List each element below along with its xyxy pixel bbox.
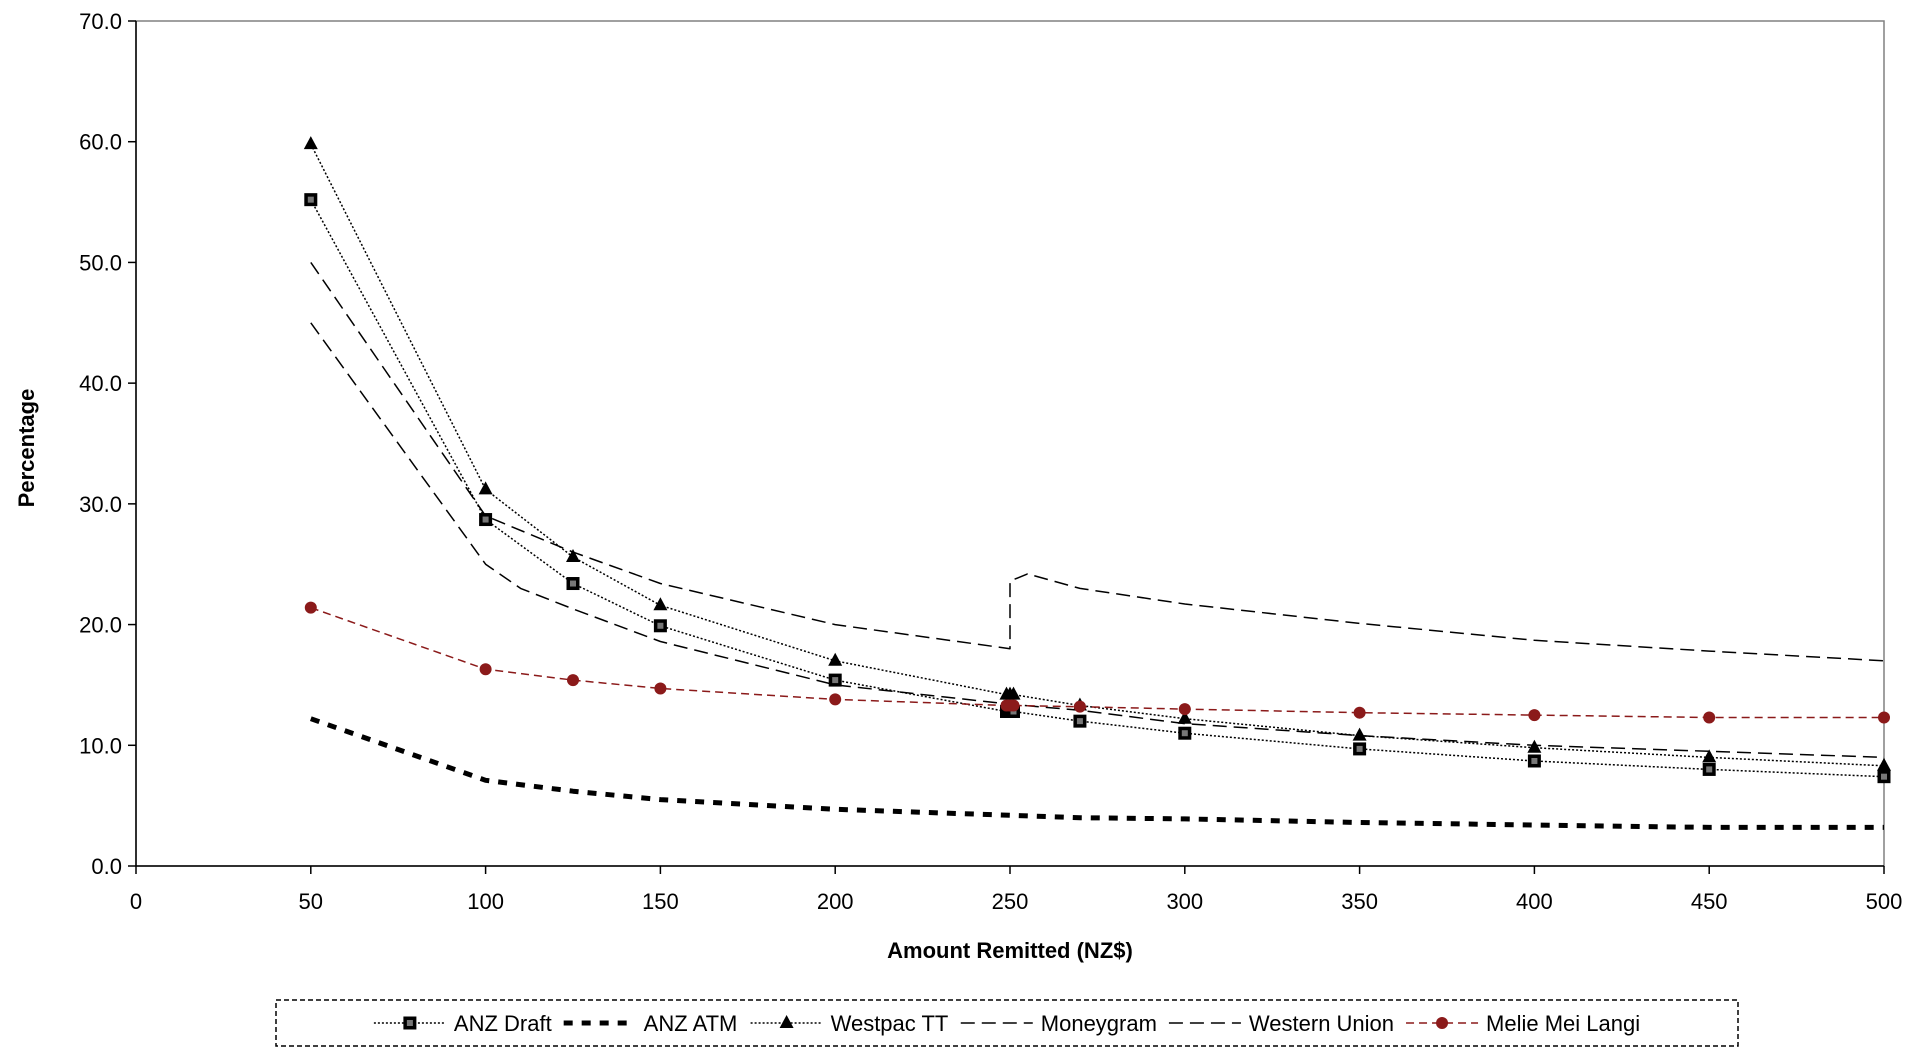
- y-tick-label: 20.0: [79, 613, 122, 638]
- x-axis-title: Amount Remitted (NZ$): [887, 938, 1133, 963]
- legend-item-western-union: Western Union: [1168, 1011, 1394, 1036]
- data-point-anz-draft: [566, 577, 580, 591]
- data-point-anz-draft: [1877, 770, 1891, 784]
- series-line-anz-draft: [310, 199, 1885, 778]
- data-point-melie-mei-langi: [1353, 706, 1366, 719]
- x-axis-ticks: 0 50 100 150 200 250 300 350 400 450 500: [130, 866, 1902, 914]
- y-tick-label: 70.0: [79, 9, 122, 34]
- legend-label-melie-mei-langi: Melie Mei Langi: [1486, 1011, 1640, 1036]
- y-tick-label: 10.0: [79, 733, 122, 758]
- data-point-melie-mei-langi: [1007, 699, 1020, 712]
- x-tick-label: 50: [299, 889, 323, 914]
- data-point-melie-mei-langi: [1528, 709, 1541, 722]
- series-melie-mei-langi: [304, 601, 1890, 724]
- series-anz-atm: [309, 716, 1884, 830]
- legend-marker-anz-draft: [403, 1016, 417, 1030]
- data-point-westpac-tt: [1702, 749, 1717, 763]
- x-tick-label: 500: [1866, 889, 1903, 914]
- legend: ANZ Draft ANZ ATM Westpac TT Moneygram Weste…: [275, 999, 1739, 1047]
- data-point-melie-mei-langi: [567, 674, 579, 687]
- data-point-anz-draft: [304, 193, 318, 207]
- y-tick-label: 50.0: [79, 250, 122, 275]
- legend-item-anz-atm: ANZ ATM: [563, 1011, 738, 1036]
- data-point-melie-mei-langi: [1178, 703, 1191, 716]
- series-line-western-union: [310, 261, 1885, 662]
- x-tick-label: 100: [467, 889, 504, 914]
- series-line-anz-atm: [309, 716, 1884, 830]
- series-group: [303, 136, 1891, 830]
- data-point-westpac-tt: [1877, 757, 1891, 771]
- data-point-melie-mei-langi: [1073, 700, 1086, 713]
- y-axis-ticks: 0.0 10.0 20.0 30.0 40.0 50.0 60.0 70.0: [79, 9, 136, 879]
- y-tick-label: 40.0: [79, 371, 122, 396]
- data-point-melie-mei-langi: [1878, 711, 1890, 724]
- x-tick-label: 300: [1166, 889, 1203, 914]
- y-tick-label: 0.0: [91, 854, 122, 879]
- data-point-westpac-tt: [303, 136, 318, 150]
- legend-label-westpac-tt: Westpac TT: [831, 1011, 949, 1036]
- series-line-moneygram: [310, 322, 1885, 759]
- series-western-union: [310, 261, 1885, 662]
- data-point-melie-mei-langi: [304, 601, 317, 614]
- data-point-anz-draft: [653, 619, 667, 633]
- legend-label-western-union: Western Union: [1249, 1011, 1394, 1036]
- y-axis-title: Percentage: [14, 389, 39, 508]
- data-point-westpac-tt: [1006, 686, 1021, 700]
- x-tick-label: 350: [1341, 889, 1378, 914]
- legend-item-moneygram: Moneygram: [960, 1011, 1157, 1036]
- data-point-westpac-tt: [828, 652, 843, 666]
- data-point-anz-draft: [1178, 726, 1192, 740]
- x-tick-label: 400: [1516, 889, 1553, 914]
- legend-marker-westpac-tt: [779, 1015, 794, 1028]
- x-tick-label: 0: [130, 889, 142, 914]
- legend-item-anz-draft: ANZ Draft: [373, 1011, 552, 1036]
- data-point-melie-mei-langi: [829, 693, 842, 706]
- legend-item-westpac-tt: Westpac TT: [750, 1011, 949, 1036]
- x-tick-label: 150: [642, 889, 679, 914]
- legend-item-melie-mei-langi: Melie Mei Langi: [1406, 1011, 1640, 1036]
- data-point-anz-draft: [479, 513, 493, 527]
- series-anz-draft: [304, 193, 1891, 784]
- y-tick-label: 60.0: [79, 130, 122, 155]
- data-point-melie-mei-langi: [654, 682, 667, 695]
- data-point-anz-draft: [1702, 762, 1716, 776]
- data-point-melie-mei-langi: [479, 663, 492, 676]
- x-tick-label: 450: [1691, 889, 1728, 914]
- data-point-anz-draft: [1527, 754, 1541, 768]
- legend-label-anz-atm: ANZ ATM: [644, 1011, 738, 1036]
- data-point-westpac-tt: [1177, 710, 1192, 724]
- series-line-westpac-tt: [310, 143, 1885, 767]
- data-point-westpac-tt: [1527, 739, 1542, 753]
- x-tick-label: 200: [817, 889, 854, 914]
- y-tick-label: 30.0: [79, 492, 122, 517]
- data-point-anz-draft: [828, 673, 842, 687]
- legend-label-anz-draft: ANZ Draft: [454, 1011, 552, 1036]
- data-point-westpac-tt: [566, 548, 580, 562]
- legend-label-moneygram: Moneygram: [1041, 1011, 1157, 1036]
- data-point-anz-draft: [1073, 714, 1087, 728]
- data-point-melie-mei-langi: [1703, 711, 1716, 724]
- data-point-westpac-tt: [478, 481, 493, 495]
- legend-marker-melie-mei-langi: [1436, 1017, 1449, 1029]
- series-line-melie-mei-langi: [310, 606, 1884, 719]
- data-point-anz-draft: [1353, 742, 1367, 756]
- series-moneygram: [310, 322, 1885, 759]
- data-point-westpac-tt: [1352, 727, 1367, 741]
- x-tick-label: 250: [992, 889, 1029, 914]
- data-point-westpac-tt: [653, 597, 668, 611]
